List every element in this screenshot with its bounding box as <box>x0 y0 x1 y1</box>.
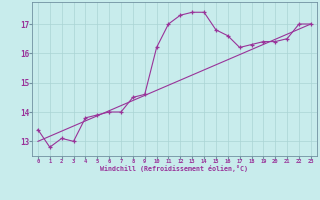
X-axis label: Windchill (Refroidissement éolien,°C): Windchill (Refroidissement éolien,°C) <box>100 165 248 172</box>
